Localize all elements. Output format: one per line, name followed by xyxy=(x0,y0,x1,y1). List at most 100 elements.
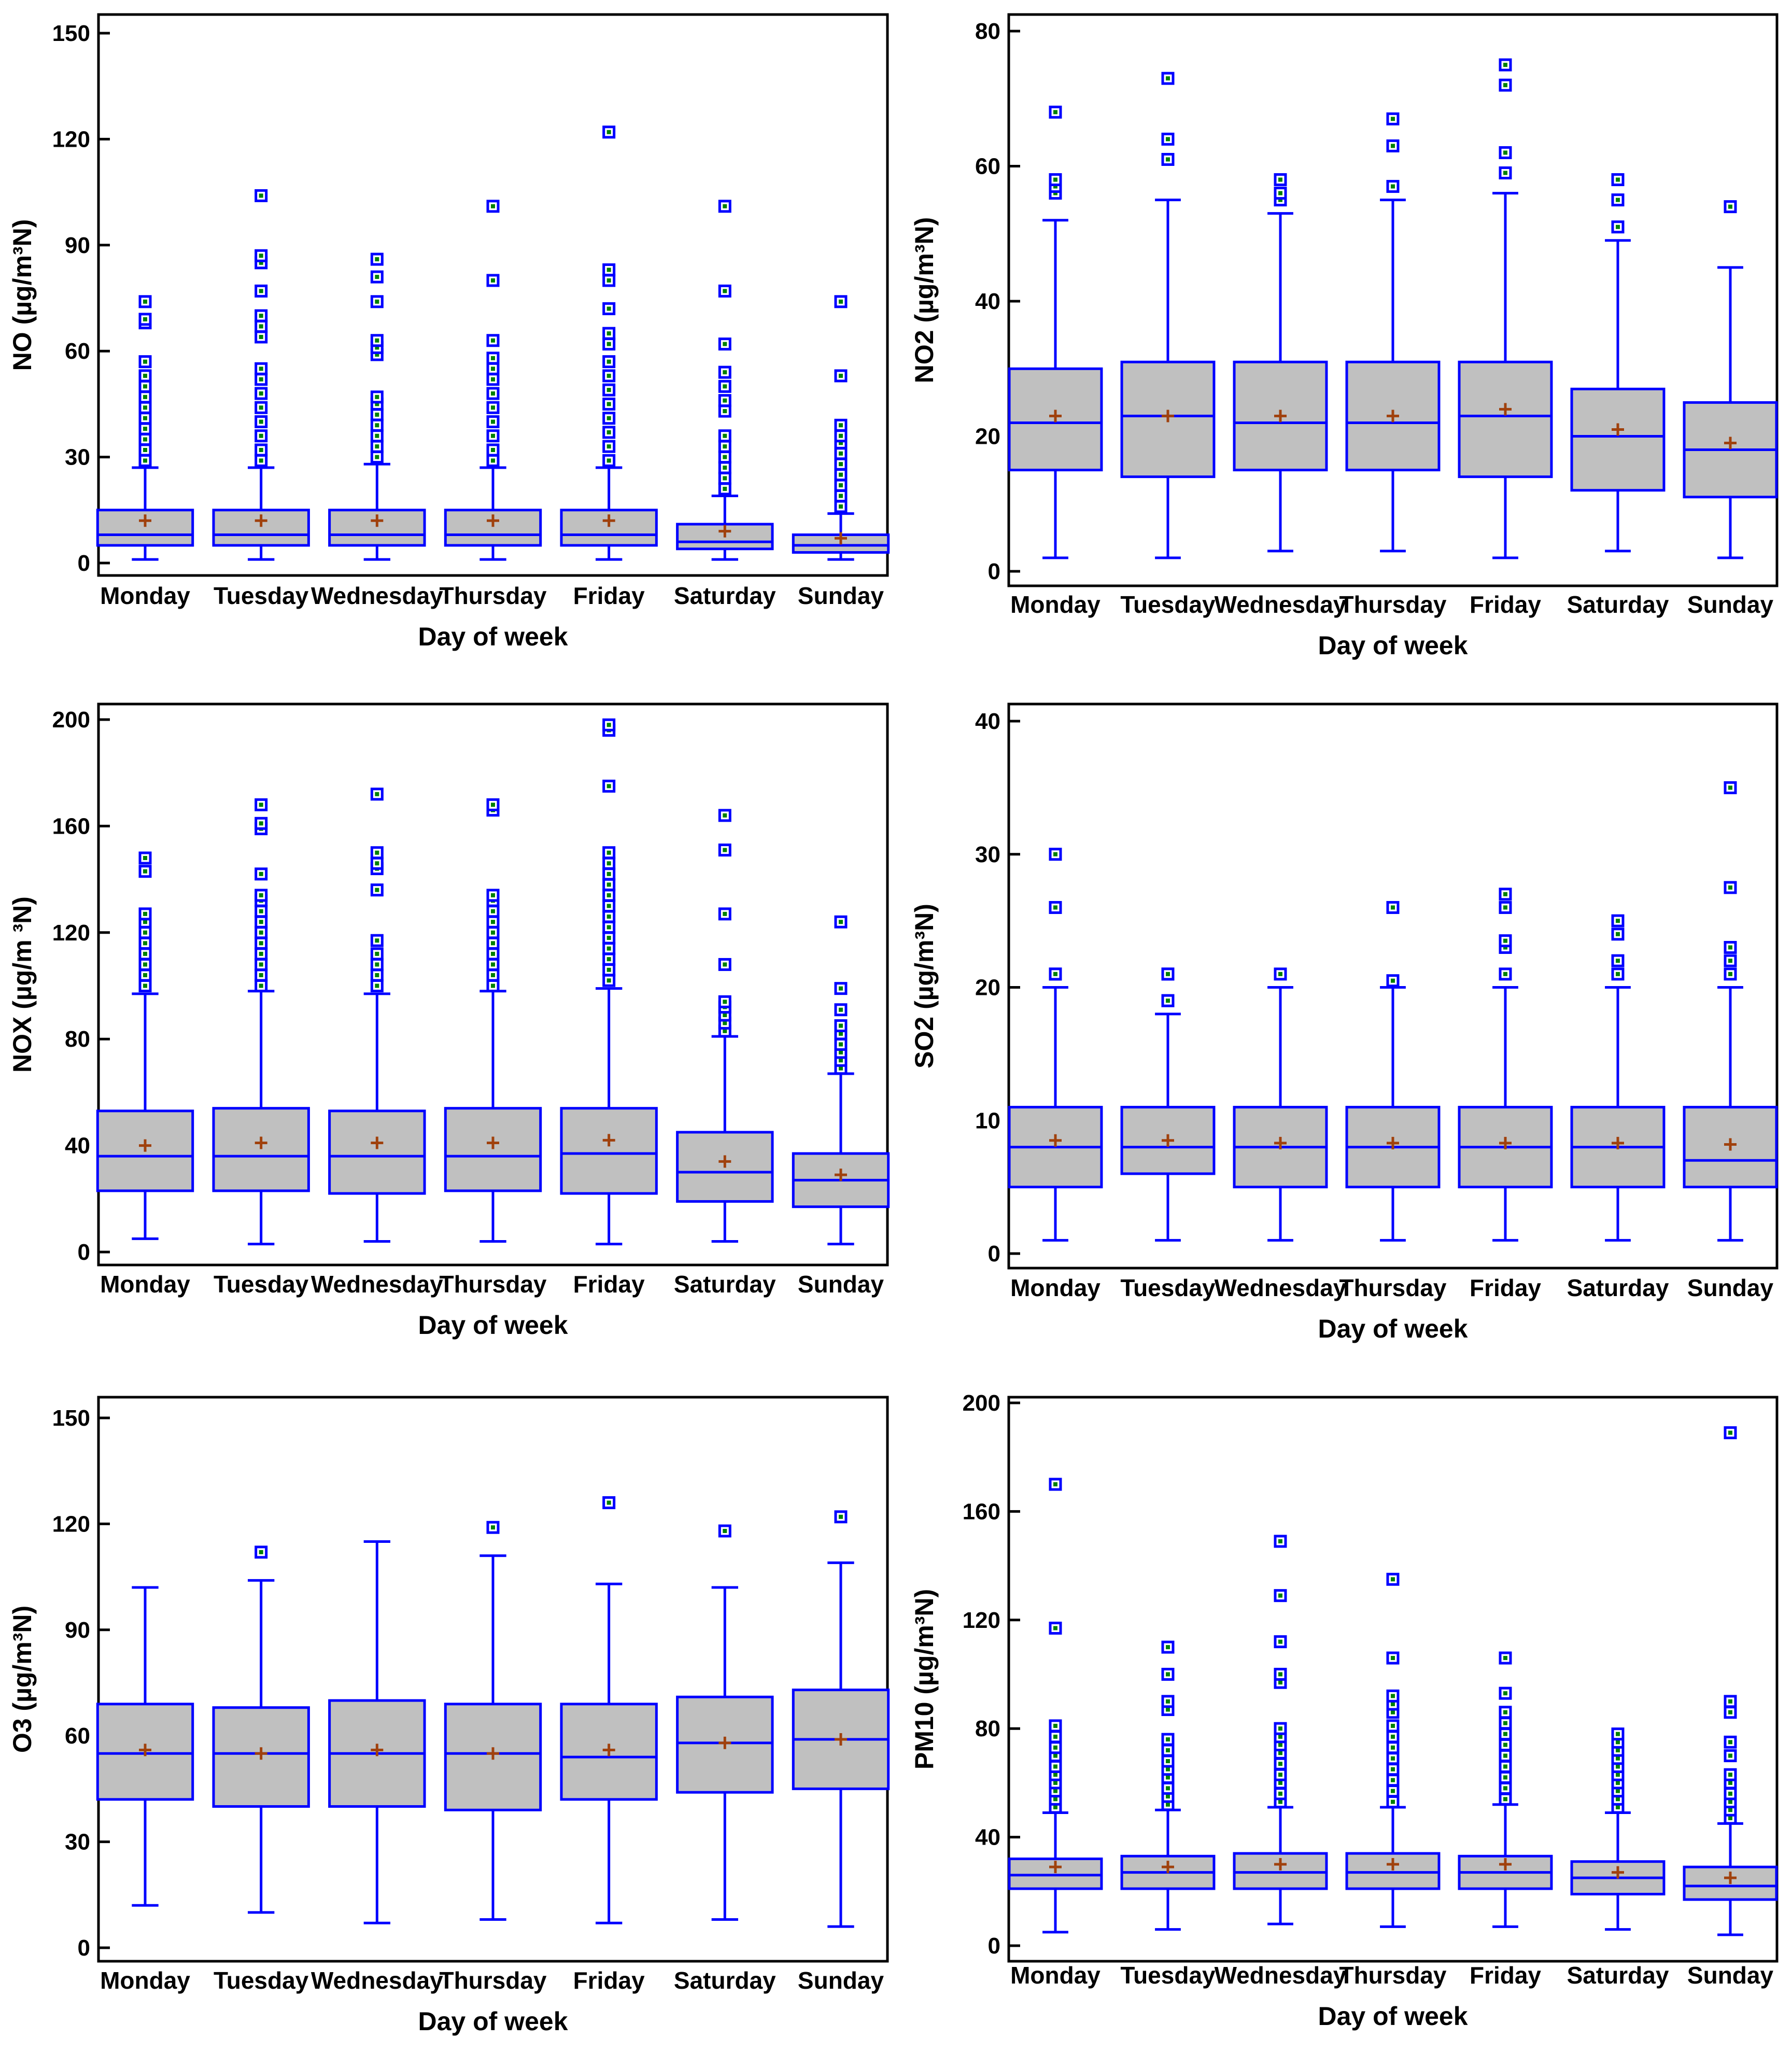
outlier-point xyxy=(255,362,268,375)
outlier-point xyxy=(255,249,268,262)
outlier-point xyxy=(138,390,152,404)
outlier-point xyxy=(138,979,152,992)
outlier-point xyxy=(1724,1695,1737,1708)
mean-marker xyxy=(835,1169,847,1182)
box-sunday xyxy=(792,1510,890,1928)
mean-marker xyxy=(1724,1138,1737,1151)
outlier-point xyxy=(138,379,152,393)
y-tick-label: 30 xyxy=(65,1830,90,1855)
outlier-point xyxy=(1724,954,1737,967)
x-category-label: Sunday xyxy=(1687,591,1774,618)
outlier-point xyxy=(1499,78,1512,92)
outlier-point xyxy=(370,334,384,347)
box-friday xyxy=(1458,1651,1553,1928)
outlier-point xyxy=(486,351,500,365)
mean-marker xyxy=(1274,410,1287,423)
outlier-point xyxy=(1499,1651,1512,1665)
outlier-point xyxy=(834,1019,848,1033)
y-tick-label: 60 xyxy=(65,1723,90,1749)
outlier-point xyxy=(1161,1668,1175,1681)
outlier-point xyxy=(1049,105,1062,119)
outlier-point xyxy=(718,451,731,464)
y-axis-title: NO2 (µg/m³N) xyxy=(910,217,939,383)
outlier-point xyxy=(1499,967,1512,981)
outlier-point xyxy=(1499,58,1512,72)
outlier-point xyxy=(1161,132,1175,146)
outlier-point xyxy=(602,302,616,315)
x-category-label: Monday xyxy=(100,1967,190,1994)
outlier-point xyxy=(1274,1668,1287,1681)
y-tick-label: 40 xyxy=(975,709,1000,734)
outlier-point xyxy=(486,387,500,400)
outlier-point xyxy=(1386,1730,1400,1743)
box-sunday xyxy=(1683,781,1778,1242)
box-saturday xyxy=(676,200,774,561)
outlier-point xyxy=(255,958,268,971)
x-category-label: Monday xyxy=(1010,591,1100,618)
outlier-point xyxy=(1499,1738,1512,1752)
outlier-point xyxy=(602,454,616,467)
outlier-point xyxy=(138,947,152,961)
mean-marker xyxy=(1162,1861,1174,1874)
outlier-point xyxy=(1274,1589,1287,1602)
outlier-point xyxy=(1724,1735,1737,1749)
box-wednesday xyxy=(1233,967,1328,1242)
x-category-label: Friday xyxy=(1470,1962,1541,1989)
plot-frame xyxy=(97,1396,889,1963)
box-tuesday xyxy=(212,798,310,1246)
outlier-point xyxy=(1724,781,1737,794)
outlier-point xyxy=(138,443,152,457)
outlier-point xyxy=(486,443,500,457)
outlier-point xyxy=(602,263,616,276)
outlier-point xyxy=(138,968,152,982)
panel-2: 0 20 40 60 80 NO2 (µg/m³N) Day of week Monday Tu… xyxy=(910,13,1779,660)
y-axis-title: NO (µg/m³N) xyxy=(8,219,37,371)
box-tuesday xyxy=(1120,72,1216,559)
x-category-label: Sunday xyxy=(798,582,884,609)
box-sunday xyxy=(792,295,890,561)
box-friday xyxy=(1458,58,1553,559)
outlier-point xyxy=(138,369,152,383)
x-category-label: Sunday xyxy=(1687,1962,1774,1989)
outlier-point xyxy=(486,274,500,287)
outlier-point xyxy=(834,429,848,443)
outlier-point xyxy=(255,309,268,322)
outlier-point xyxy=(602,878,616,891)
box-wednesday xyxy=(1233,1535,1328,1925)
outlier-point xyxy=(602,921,616,934)
outlier-point xyxy=(1611,173,1625,187)
outlier-point xyxy=(255,330,268,344)
outlier-point xyxy=(370,947,384,961)
iqr-box xyxy=(212,1107,310,1192)
x-axis-title: Day of week xyxy=(418,622,568,651)
x-category-label: Wednesday xyxy=(311,582,443,609)
outlier-point xyxy=(370,408,384,421)
x-axis-title: Day of week xyxy=(418,2007,568,2036)
box-thursday xyxy=(444,798,542,1243)
outlier-point xyxy=(834,1510,848,1524)
x-category-label: Tuesday xyxy=(1120,1962,1216,1989)
outlier-point xyxy=(718,284,731,298)
outlier-point xyxy=(718,461,731,474)
outlier-point xyxy=(1499,1686,1512,1700)
outlier-point xyxy=(486,415,500,428)
outlier-point xyxy=(1724,1749,1737,1763)
mean-marker xyxy=(718,1736,731,1749)
mean-marker xyxy=(1612,423,1624,436)
box-friday xyxy=(560,125,658,561)
y-tick-label: 120 xyxy=(52,126,90,152)
outlier-point xyxy=(1386,112,1400,125)
outlier-point xyxy=(602,338,616,351)
x-axis-title: Day of week xyxy=(1318,1314,1468,1343)
outlier-point xyxy=(370,418,384,432)
outlier-point xyxy=(486,1521,500,1534)
iqr-box xyxy=(1008,1857,1103,1890)
outlier-point xyxy=(602,931,616,945)
outlier-point xyxy=(486,968,500,982)
panel-3: 0 40 80 120 160 200 NOX (µg/m ³N) Day of week Mo… xyxy=(8,702,890,1340)
outlier-point xyxy=(1049,173,1062,187)
mean-marker xyxy=(1724,1872,1737,1885)
outlier-point xyxy=(138,926,152,939)
outlier-point xyxy=(138,454,152,467)
outlier-point xyxy=(602,899,616,912)
